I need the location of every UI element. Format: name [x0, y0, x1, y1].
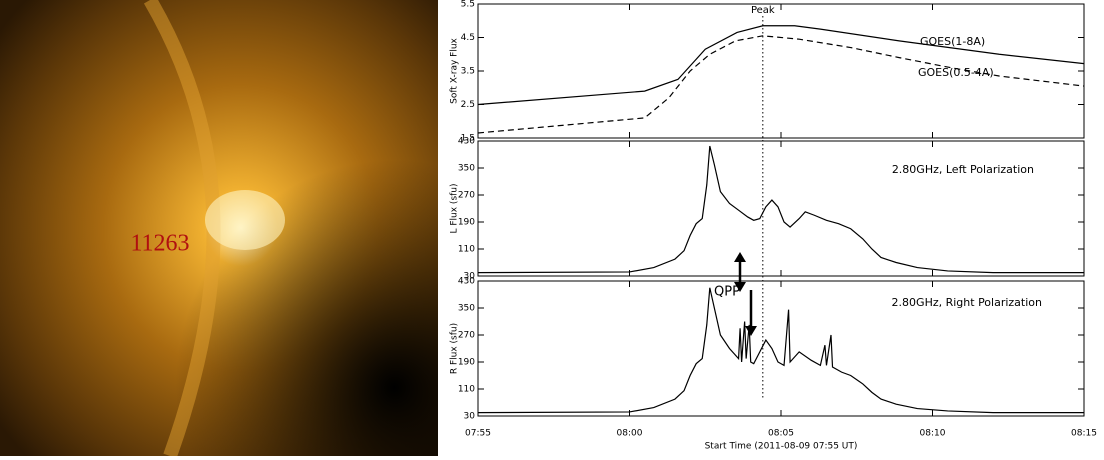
- region-label: 11263: [130, 231, 189, 257]
- y-tick-label: 270: [458, 191, 475, 201]
- y-axis-title: Soft X-ray Flux: [450, 37, 460, 103]
- series-label: GOES(0.5-4A): [918, 66, 994, 79]
- y-tick-label: 3.5: [461, 67, 475, 77]
- y-tick-label: 190: [458, 358, 475, 368]
- x-tick-label: 08:15: [1071, 429, 1097, 439]
- y-axis-title: R Flux (sfu): [450, 323, 460, 374]
- figure: 11263 1.52.53.54.55.5Soft X-ray FluxGOES…: [0, 0, 1104, 456]
- x-axis-title: Start Time (2011-08-09 07:55 UT): [705, 442, 858, 452]
- y-tick-label: 2.5: [461, 100, 475, 110]
- plot-frame: [478, 141, 1084, 276]
- x-tick-label: 07:55: [465, 429, 491, 439]
- x-tick-label: 08:00: [617, 429, 643, 439]
- x-tick-label: 08:05: [768, 429, 794, 439]
- y-tick-label: 350: [458, 164, 475, 174]
- solar-image: [0, 0, 438, 456]
- y-tick-label: 30: [464, 412, 476, 422]
- peak-label: Peak: [751, 5, 775, 16]
- y-tick-label: 270: [458, 331, 475, 341]
- qpp-label: QPP: [714, 285, 740, 300]
- y-tick-label: 5.5: [461, 0, 475, 10]
- series-label: GOES(1-8A): [920, 35, 985, 48]
- y-tick-label: 430: [458, 277, 475, 287]
- series-label: 2.80GHz, Left Polarization: [892, 163, 1034, 176]
- y-tick-label: 350: [458, 304, 475, 314]
- y-tick-label: 430: [458, 137, 475, 147]
- series-label: 2.80GHz, Right Polarization: [892, 296, 1042, 309]
- y-tick-label: 110: [458, 245, 475, 255]
- y-tick-label: 190: [458, 218, 475, 228]
- y-tick-label: 110: [458, 385, 475, 395]
- x-tick-label: 08:10: [920, 429, 946, 439]
- series-line: [478, 36, 1084, 133]
- y-axis-title: L Flux (sfu): [450, 183, 460, 233]
- y-tick-label: 4.5: [461, 33, 475, 43]
